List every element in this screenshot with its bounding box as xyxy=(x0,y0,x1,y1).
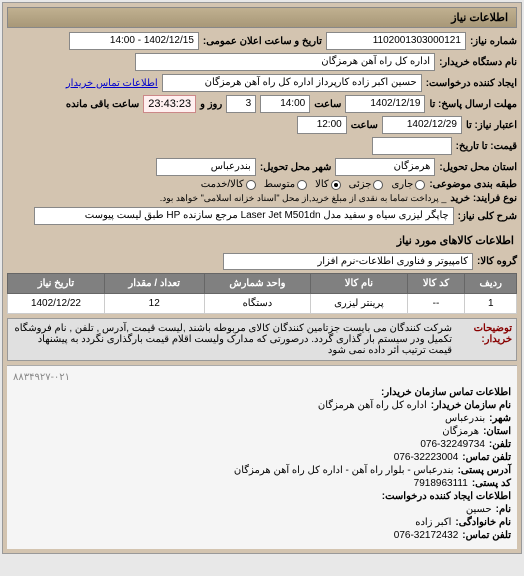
table-header-row: ردیف کد کالا نام کالا واحد شمارش تعداد /… xyxy=(8,274,517,294)
category-row: گروه کالا: کامپیوتر و فناوری اطلاعات-نرم… xyxy=(7,253,517,270)
contact-province-label: استان: xyxy=(483,426,511,437)
buyer-device-label: نام دستگاه خریدار: xyxy=(439,57,517,68)
th-date: تاریخ نیاز xyxy=(8,274,105,294)
delivery-city-label: شهر محل تحویل: xyxy=(260,162,332,173)
creator-name-value: حسین xyxy=(466,504,492,515)
requester-label: ایجاد کننده درخواست: xyxy=(426,78,517,89)
contact-fax-value: 076-32223004 xyxy=(394,452,459,463)
th-qty: تعداد / مقدار xyxy=(104,274,204,294)
contact-address-value: بندرعباس - بلوار راه آهن - اداره کل راه … xyxy=(234,465,454,476)
creator-label: اطلاعات ایجاد کننده درخواست: xyxy=(382,491,511,502)
th-unit: واحد شمارش xyxy=(204,274,311,294)
contact-phone-label: تلفن: xyxy=(489,439,511,450)
validity-time-label: ساعت xyxy=(351,120,378,131)
budget-radio-group: جاری جزئی کالا متوسط کالا/خدمت xyxy=(201,179,426,190)
request-number-label: شماره نیاز: xyxy=(470,36,517,47)
budget-opt2[interactable]: جزئی xyxy=(349,179,384,190)
fax-number: ۸۸۳۴۹۲۷-۰۲۱ xyxy=(13,372,511,383)
requester-value: حسین اکبر زاده کارپرداز اداره کل راه آهن… xyxy=(162,74,422,92)
note-label: توضیحات خریدار: xyxy=(474,323,512,345)
contact-postal-label: کد پستی: xyxy=(472,478,511,489)
process-type-label: نوع فرایند: خرید xyxy=(450,193,517,204)
remaining-time: 23:43:23 xyxy=(143,95,196,113)
process-row: نوع فرایند: خرید _ پرداخت تماما به نقدی … xyxy=(7,193,517,204)
buyer-device-value: اداره کل راه آهن هرمزگان xyxy=(135,53,435,71)
budget-type-row: طبقه بندی موضوعی: جاری جزئی کالا متوسط ک… xyxy=(7,179,517,190)
budget-opt3[interactable]: کالا xyxy=(315,179,341,190)
contact-phone-value: 076-32249734 xyxy=(420,439,485,450)
budget-opt5[interactable]: کالا/خدمت xyxy=(201,179,256,190)
price-to-value xyxy=(372,137,452,155)
td-code: -- xyxy=(407,294,465,314)
category-select[interactable]: کامپیوتر و فناوری اطلاعات-نرم افزار xyxy=(223,253,473,270)
buyer-contact-link[interactable]: اطلاعات تماس خریدار xyxy=(66,78,158,89)
items-table: ردیف کد کالا نام کالا واحد شمارش تعداد /… xyxy=(7,273,517,314)
delivery-row: استان محل تحویل: هرمزگان شهر محل تحویل: … xyxy=(7,158,517,176)
description-value: چاپگر لیزری سیاه و سفید مدل Laser Jet M5… xyxy=(34,207,454,225)
deadline-row: مهلت ارسال پاسخ: تا 1402/12/19 ساعت 14:0… xyxy=(7,95,517,113)
budget-opt4[interactable]: متوسط xyxy=(264,179,307,190)
request-number-row: شماره نیاز: 1102001303000121 تاریخ و ساع… xyxy=(7,32,517,50)
request-number-value: 1102001303000121 xyxy=(326,32,466,50)
contact-fax-label: تلفن تماس: xyxy=(462,452,511,463)
buyer-note-box: توضیحات خریدار: شرکت کنندگان می بایست جز… xyxy=(7,318,517,361)
th-name: نام کالا xyxy=(311,274,407,294)
contact-title: اطلاعات تماس سازمان خریدار: xyxy=(381,387,511,398)
contact-section: ۸۸۳۴۹۲۷-۰۲۱ اطلاعات تماس سازمان خریدار: … xyxy=(7,365,517,549)
category-label: گروه کالا: xyxy=(477,256,517,267)
td-row: 1 xyxy=(465,294,517,314)
creator-name-label: نام: xyxy=(496,504,511,515)
contact-address-label: آدرس پستی: xyxy=(458,465,511,476)
org-name-value: اداره کل راه آهن هرمزگان xyxy=(318,400,427,411)
remaining-days: 3 xyxy=(226,95,256,113)
creator-family-label: نام خانوادگی: xyxy=(455,517,511,528)
budget-type-label: طبقه بندی موضوعی: xyxy=(429,179,517,190)
creator-phone-value: 076-32172432 xyxy=(394,530,459,541)
deadline-time: 14:00 xyxy=(260,95,310,113)
table-row[interactable]: 1 -- پرینتر لیزری دستگاه 12 1402/12/22 xyxy=(8,294,517,314)
delivery-state-value: هرمزگان xyxy=(335,158,435,176)
items-section-title: اطلاعات کالاهای مورد نیاز xyxy=(7,231,517,250)
process-note: _ پرداخت تماما به نقدی از مبلغ خرید,از م… xyxy=(160,193,447,204)
td-unit: دستگاه xyxy=(204,294,311,314)
creator-family-value: اکبر زاده xyxy=(415,517,451,528)
price-to-row: قیمت: تا تاریخ: xyxy=(7,137,517,155)
td-name: پرینتر لیزری xyxy=(311,294,407,314)
buyer-device-row: نام دستگاه خریدار: اداره کل راه آهن هرمز… xyxy=(7,53,517,71)
creator-phone-label: تلفن تماس: xyxy=(462,530,511,541)
org-name-label: نام سازمان خریدار: xyxy=(431,400,511,411)
remaining-label: ساعت باقی مانده xyxy=(66,99,139,110)
contact-province-value: هرمزگان xyxy=(442,426,479,437)
contact-city-label: شهر: xyxy=(489,413,511,424)
validity-row: اعتبار نیاز: تا 1402/12/29 ساعت 12:00 xyxy=(7,116,517,134)
note-text: شرکت کنندگان می بایست جزتامین کنندگان کا… xyxy=(14,323,452,356)
public-date-value: 1402/12/15 - 14:00 xyxy=(69,32,199,50)
deadline-label: مهلت ارسال پاسخ: تا xyxy=(429,99,517,110)
contact-city-value: بندرعباس xyxy=(445,413,485,424)
delivery-state-label: استان محل تحویل: xyxy=(439,162,517,173)
th-row: ردیف xyxy=(465,274,517,294)
requester-row: ایجاد کننده درخواست: حسین اکبر زاده کارپ… xyxy=(7,74,517,92)
delivery-city-value: بندرعباس xyxy=(156,158,256,176)
contact-postal-value: 7918963111 xyxy=(414,478,468,489)
public-date-label: تاریخ و ساعت اعلان عمومی: xyxy=(203,36,322,47)
main-panel: اطلاعات نیاز شماره نیاز: 110200130300012… xyxy=(2,2,522,554)
deadline-date: 1402/12/19 xyxy=(345,95,425,113)
deadline-time-label: ساعت xyxy=(314,99,341,110)
description-label: شرح کلی نیاز: xyxy=(458,211,517,222)
validity-date: 1402/12/29 xyxy=(382,116,462,134)
th-code: کد کالا xyxy=(407,274,465,294)
validity-time: 12:00 xyxy=(297,116,347,134)
panel-header: اطلاعات نیاز xyxy=(7,7,517,28)
description-row: شرح کلی نیاز: چاپگر لیزری سیاه و سفید مد… xyxy=(7,207,517,225)
remaining-days-label: روز و xyxy=(200,99,222,110)
td-qty: 12 xyxy=(104,294,204,314)
validity-label: اعتبار نیاز: تا xyxy=(466,120,517,131)
price-to-label: قیمت: تا تاریخ: xyxy=(456,141,517,152)
budget-opt1[interactable]: جاری xyxy=(391,179,425,190)
td-date: 1402/12/22 xyxy=(8,294,105,314)
